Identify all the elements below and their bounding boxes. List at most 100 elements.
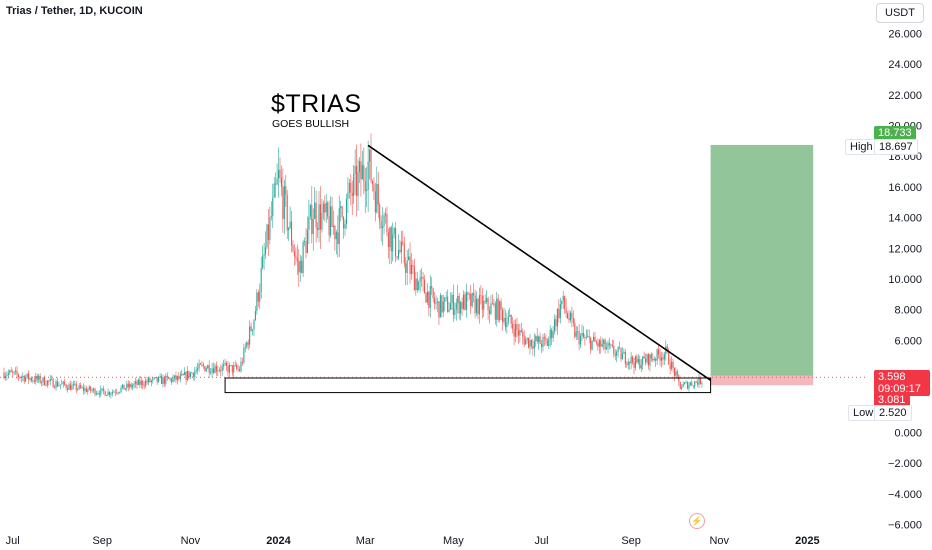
candle-body — [121, 384, 124, 388]
candle-body — [536, 336, 538, 342]
x-tick-label: Sep — [92, 535, 112, 547]
candle-body — [679, 381, 681, 389]
candle-body — [438, 301, 440, 318]
candle-body — [416, 278, 418, 291]
candle-body — [510, 314, 512, 324]
currency-button[interactable]: USDT — [876, 3, 924, 23]
candle-body — [176, 376, 178, 381]
candle-body — [186, 371, 189, 381]
candle-body — [399, 249, 401, 253]
candle-body — [542, 336, 544, 347]
candle-body — [340, 206, 342, 209]
candle-body — [611, 344, 613, 346]
candle-body — [312, 218, 314, 235]
candle-body — [636, 356, 638, 363]
candle-body — [117, 392, 119, 394]
candle-body — [75, 383, 77, 390]
candle-body — [535, 336, 537, 341]
candle-body — [522, 332, 524, 337]
candle-body — [412, 264, 414, 267]
candle-body — [578, 331, 580, 345]
candle-body — [448, 309, 450, 312]
candle-body — [19, 377, 21, 378]
candle-body — [568, 317, 570, 321]
candle-body — [669, 364, 671, 369]
candle-body — [119, 391, 121, 393]
candle-body — [455, 303, 457, 310]
candle-body — [555, 319, 557, 327]
x-tick-label: May — [443, 535, 464, 547]
candle-body — [67, 387, 69, 390]
candle-body — [389, 227, 391, 248]
candle-body — [343, 217, 345, 229]
y-tick-label: 0.000 — [894, 428, 922, 440]
candle-body — [525, 339, 527, 345]
candle-body — [341, 206, 343, 218]
candle-body — [432, 288, 434, 299]
candle-body — [565, 308, 567, 314]
candle-body — [4, 376, 6, 379]
candle-body — [272, 197, 274, 217]
candle-body — [100, 388, 102, 395]
candle-body — [33, 380, 35, 382]
candle-body — [529, 339, 531, 348]
candle-body — [517, 330, 519, 336]
candle-body — [630, 356, 632, 364]
symbol-label[interactable]: Trias / Tether, 1D, KUCOIN — [6, 5, 143, 17]
candle-body — [43, 377, 46, 386]
candle-body — [345, 198, 348, 225]
candle-body — [484, 301, 486, 302]
candle-body — [243, 347, 245, 363]
candle-body — [564, 296, 566, 309]
candle-body — [623, 351, 625, 354]
candle-body — [428, 291, 430, 308]
candle-body — [13, 371, 15, 373]
candle-body — [211, 368, 213, 373]
candle-body — [173, 375, 176, 379]
low-label-tag: Low — [848, 405, 879, 421]
candle-body — [350, 182, 352, 193]
candle-body — [199, 363, 202, 365]
candle-body — [56, 381, 59, 387]
candle-body — [370, 149, 372, 182]
candle-body — [497, 298, 499, 320]
candle-body — [142, 380, 144, 386]
candle-body — [483, 301, 485, 310]
y-tick-label: −2.000 — [888, 458, 922, 470]
candle-body — [490, 303, 492, 314]
candle-body — [319, 204, 322, 230]
candle-body — [423, 279, 426, 294]
x-tick-label: Jul — [6, 535, 20, 547]
candle-body — [439, 295, 441, 318]
candle-body — [699, 377, 702, 384]
candle-body — [415, 278, 417, 291]
candle-body — [405, 263, 407, 273]
candle-body — [32, 380, 34, 382]
candle-body — [621, 353, 624, 360]
candle-body — [652, 358, 654, 361]
candle-body — [88, 386, 90, 390]
candle-body — [643, 356, 645, 359]
candle-body — [584, 337, 586, 338]
candle-body — [78, 385, 80, 389]
candle-body — [606, 347, 608, 350]
candle-body — [488, 310, 491, 314]
candle-body — [377, 183, 379, 205]
candle-body — [165, 375, 167, 384]
candle-body — [360, 161, 362, 180]
price-axis: 26.00024.00022.00020.00018.00016.00014.0… — [888, 28, 922, 531]
y-tick-label: 26.000 — [888, 28, 922, 40]
candle-body — [291, 221, 293, 246]
candle-body — [666, 346, 668, 351]
candle-body — [285, 186, 287, 195]
candle-body — [418, 281, 420, 291]
candle-body — [682, 383, 684, 387]
candle-body — [178, 376, 180, 379]
candle-body — [647, 354, 650, 366]
candle-body — [614, 353, 616, 356]
tradingview-logo-icon[interactable]: ⚡ — [689, 513, 705, 529]
candle-body — [149, 378, 151, 383]
candle-body — [473, 292, 475, 296]
candle-body — [627, 361, 629, 365]
